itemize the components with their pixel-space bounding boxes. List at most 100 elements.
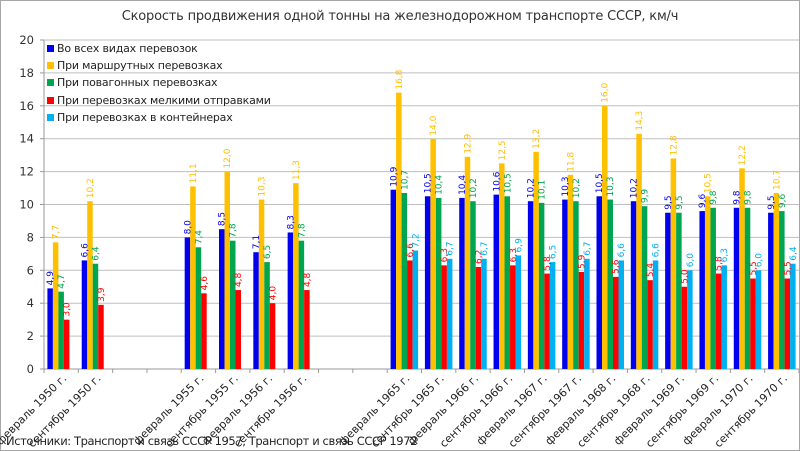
- bar: [304, 290, 310, 369]
- bar: [676, 212, 682, 369]
- legend-label: При перевозках мелкими отправками: [57, 93, 271, 107]
- legend-swatch: [47, 113, 54, 121]
- data-label: 10,4: [458, 175, 468, 195]
- y-tick-labels: 0 2 4 6 8 10 12 14 16 18 20: [19, 33, 34, 376]
- bar: [578, 271, 585, 369]
- data-label: 6,4: [789, 246, 799, 261]
- bar: [52, 242, 59, 369]
- bar: [201, 293, 207, 369]
- bar: [219, 229, 225, 369]
- data-label: 7,8: [297, 223, 307, 238]
- data-label: 9,6: [778, 193, 788, 208]
- source-note: Источники: Транспорт и связь СССР 1957, …: [6, 434, 418, 448]
- data-label: 8,3: [286, 215, 296, 229]
- bar: [401, 192, 408, 369]
- y-tick-label: 4: [27, 296, 34, 310]
- bar: [567, 174, 574, 369]
- bar: [618, 260, 624, 369]
- bar: [773, 192, 780, 369]
- data-label: 6,7: [583, 241, 593, 255]
- data-label: 9,5: [664, 195, 674, 209]
- bar: [293, 183, 299, 369]
- data-label: 10,6: [492, 171, 502, 191]
- bar: [287, 232, 294, 369]
- data-label: 10,1: [538, 180, 548, 200]
- bar: [613, 276, 619, 369]
- bar: [681, 286, 688, 369]
- bar: [253, 252, 259, 369]
- data-label: 10,3: [258, 177, 268, 197]
- data-label: 14,3: [635, 111, 645, 131]
- data-label: 7,2: [411, 233, 421, 247]
- bar: [699, 211, 705, 369]
- data-label: 5,4: [646, 263, 656, 278]
- bar: [768, 212, 774, 369]
- data-label: 14,0: [429, 115, 439, 135]
- legend-swatch: [47, 79, 54, 87]
- bar: [538, 202, 545, 369]
- bar: [184, 237, 191, 369]
- bar: [504, 196, 511, 369]
- bar: [92, 263, 99, 369]
- bar: [412, 250, 419, 369]
- data-label: 10,3: [606, 177, 616, 197]
- bar: [190, 186, 196, 369]
- bar: [744, 207, 751, 369]
- bar: [396, 92, 402, 369]
- y-tick-label: 18: [19, 66, 34, 80]
- data-label: 6,6: [80, 243, 90, 258]
- bar: [475, 267, 482, 369]
- data-label: 9,5: [675, 195, 685, 209]
- bar: [636, 133, 642, 369]
- bar: [87, 201, 93, 369]
- bar: [721, 265, 727, 369]
- data-label: 11,1: [189, 163, 199, 183]
- data-label: 6,4: [91, 246, 101, 261]
- data-label: 6,3: [440, 248, 450, 262]
- data-label: 13,2: [532, 129, 542, 149]
- data-label: 10,2: [630, 178, 640, 198]
- data-label: 12,2: [738, 145, 748, 165]
- legend-item: При повагонных перевозках: [47, 74, 271, 91]
- bar: [596, 196, 602, 369]
- bar: [258, 199, 265, 369]
- data-label: 7,8: [229, 223, 239, 238]
- data-label: 3,0: [63, 302, 73, 317]
- legend-item: При маршрутных перевозках: [47, 57, 271, 74]
- data-label: 10,5: [595, 173, 605, 193]
- bar: [562, 199, 568, 369]
- data-label: 6,9: [514, 238, 524, 253]
- legend: Во всех видах перевозок При маршрутных пе…: [47, 40, 271, 126]
- bar: [493, 194, 500, 369]
- legend-label: При повагонных перевозках: [57, 76, 218, 90]
- data-label: 12,8: [669, 135, 679, 155]
- bar: [47, 288, 53, 369]
- bar: [790, 263, 796, 369]
- data-label: 9,8: [744, 190, 754, 205]
- bar: [779, 211, 785, 369]
- data-label: 6,0: [755, 253, 765, 268]
- data-label: 10,4: [435, 175, 445, 195]
- bar: [435, 197, 442, 369]
- data-label: 10,5: [704, 173, 714, 193]
- data-label: 10,2: [469, 178, 479, 198]
- bar: [584, 258, 590, 369]
- bar: [264, 262, 270, 369]
- data-label: 10,9: [389, 166, 399, 186]
- data-label: 6,0: [686, 253, 696, 268]
- y-tick-label: 0: [27, 362, 34, 376]
- bar: [58, 291, 64, 369]
- bar: [733, 207, 740, 369]
- data-label: 10,5: [424, 173, 434, 193]
- bar: [269, 303, 276, 369]
- data-label: 4,8: [303, 272, 313, 287]
- chart-title: Скорость продвижения одной тонны на желе…: [121, 9, 679, 24]
- data-label: 10,2: [86, 178, 96, 198]
- data-label: 12,0: [223, 148, 233, 168]
- bar: [573, 201, 579, 369]
- legend-item: Во всех видах перевозок: [47, 40, 271, 57]
- data-label: 4,7: [57, 274, 67, 288]
- legend-label: При маршрутных перевозках: [57, 59, 223, 73]
- data-label: 16,0: [601, 82, 611, 102]
